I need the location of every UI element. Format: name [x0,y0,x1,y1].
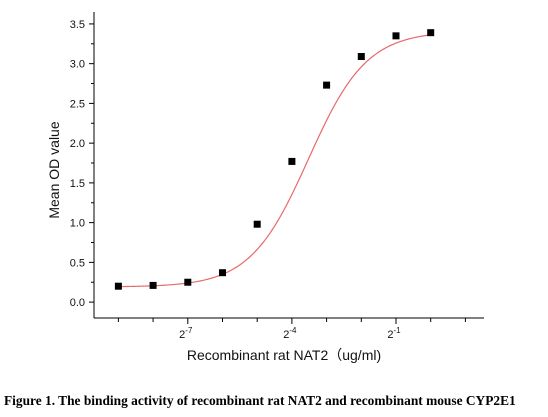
data-point [288,157,296,165]
figure-caption: Figure 1. The binding activity of recomb… [4,393,516,408]
y-tick-label: 0.0 [70,297,85,309]
x-tick-label: 2-4 [283,326,297,341]
data-point [184,278,192,286]
y-tick-label: 1.5 [70,178,85,190]
y-axis-ticks: 0.0 0.5 1.0 1.5 2.0 2.5 3.0 3.5 [70,19,94,309]
data-point [218,269,226,277]
y-axis-title: Mean OD value [46,121,62,218]
x-axis-ticks: 2-7 2-4 2-1 [117,318,466,341]
fit-curve [118,34,431,288]
data-point [114,282,122,290]
chart-axes [93,12,484,319]
x-tick-label: 2-1 [387,326,401,341]
y-tick-label: 2.5 [70,98,85,110]
data-point [149,281,157,289]
y-tick-label: 1.0 [70,218,85,230]
data-point [357,53,365,61]
data-point [323,81,331,89]
y-tick-label: 2.0 [70,138,85,150]
data-point [392,32,400,40]
x-axis-title: Recombinant rat NAT2（ug/ml) [187,347,381,363]
data-point [253,220,261,228]
data-point [427,29,435,37]
y-tick-label: 3.0 [70,59,85,71]
y-tick-label: 0.5 [70,257,85,269]
y-tick-label: 3.5 [70,19,85,31]
x-tick-label: 2-7 [179,326,193,341]
data-points [114,29,435,290]
